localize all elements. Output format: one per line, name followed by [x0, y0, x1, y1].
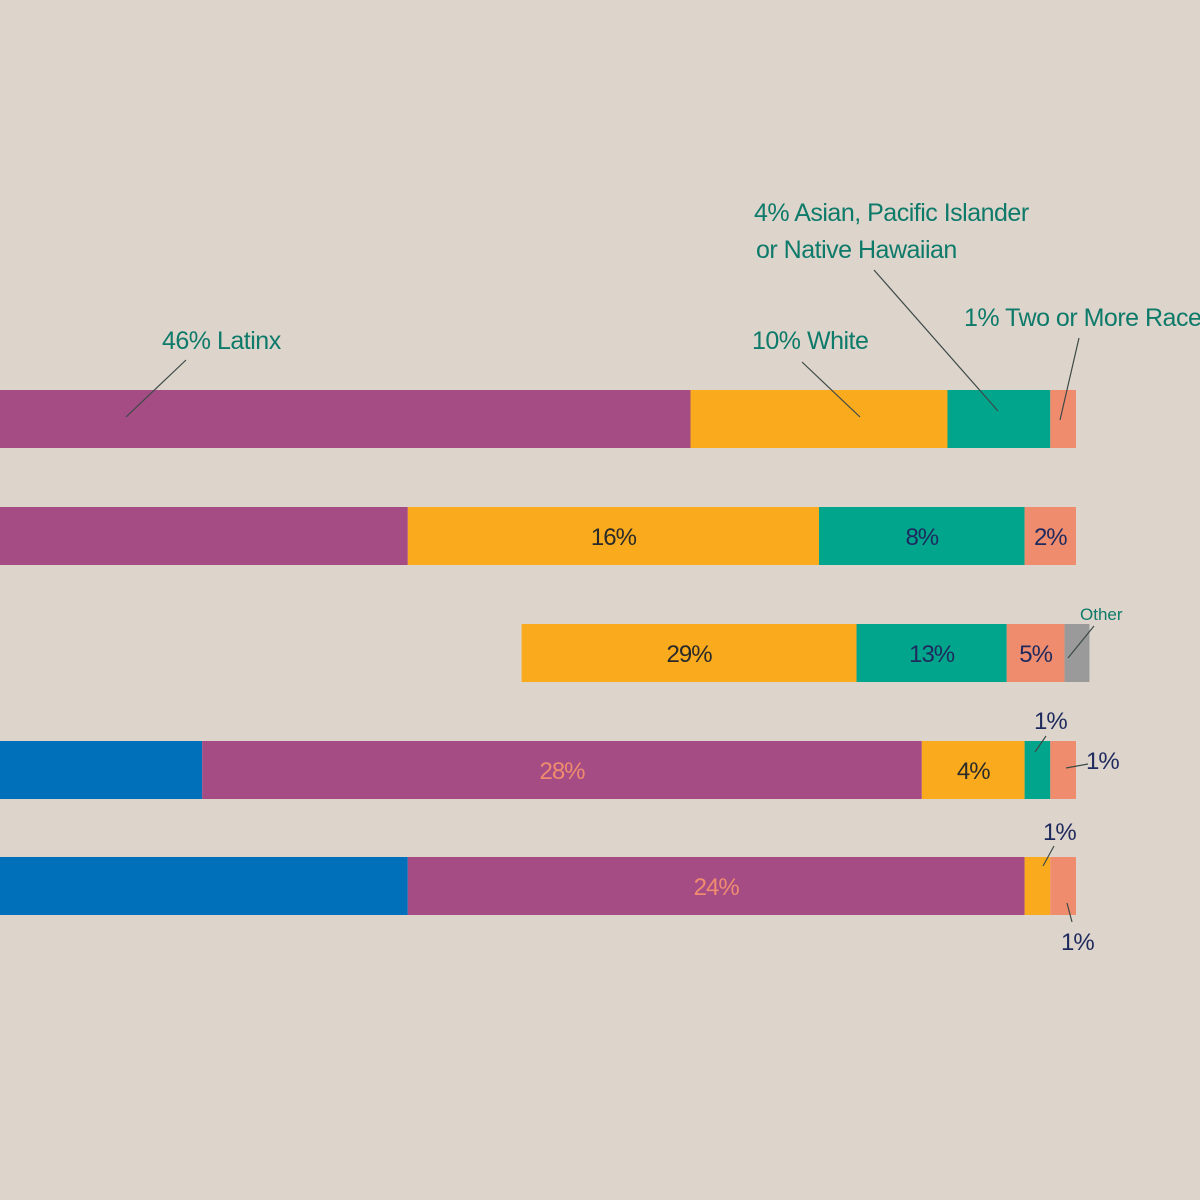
bar-row-2-latinx [0, 507, 408, 565]
annotation-latinx: 46% Latinx [162, 327, 282, 355]
callout-r4-multi: 1% [1086, 748, 1119, 775]
bar-row-5-white [1024, 857, 1051, 915]
segment-label-row-2-white: 16% [591, 524, 637, 551]
leader-white [801, 361, 861, 418]
callout-r4-asian: 1% [1034, 708, 1067, 735]
leader-r5-white [1042, 845, 1055, 867]
segment-label-row-4-white: 4% [957, 758, 990, 785]
bar-row-2-two-or-more-races [1024, 507, 1076, 565]
bar-row-1-two-or-more-races [1050, 390, 1076, 448]
bar-row-5-two-or-more-races [1050, 857, 1076, 915]
annotation-multi: 1% Two or More Races [964, 304, 1200, 332]
annotation-white: 10% White [752, 327, 868, 355]
segment-label-row-3-two-or-more-races: 5% [1019, 641, 1052, 668]
leader-multi [1059, 337, 1080, 421]
segment-label-row-4-latinx: 28% [539, 758, 585, 785]
leader-asian [873, 269, 999, 412]
segment-label-row-2-asian-pacific-islander-or-native-hawaiian: 8% [905, 524, 938, 551]
bar-row-3-other [1064, 624, 1090, 682]
bar-row-4-white [921, 741, 1025, 799]
leader-r4-multi [1065, 763, 1089, 769]
leader-other [1067, 625, 1095, 659]
bar-row-1-latinx [0, 390, 691, 448]
bar-row-3-white [521, 624, 857, 682]
annotation-asian-line2: or Native Hawaiian [756, 236, 957, 264]
bar-row-2-white [407, 507, 819, 565]
bar-row-5-latinx [407, 857, 1025, 915]
leader-r4-asian [1034, 735, 1047, 753]
callout-r5-white: 1% [1043, 819, 1076, 846]
segment-label-row-3-asian-pacific-islander-or-native-hawaiian: 13% [909, 641, 955, 668]
bar-row-5-black [0, 857, 408, 915]
segment-label-row-3-white: 29% [667, 641, 713, 668]
callout-r5-multi: 1% [1061, 929, 1094, 956]
segment-label-row-5-latinx: 24% [694, 874, 740, 901]
bar-row-3-two-or-more-races [1006, 624, 1065, 682]
bar-row-1-white [690, 390, 948, 448]
segment-labels: 16% 8% 2% 29% 13% 5% 28% 4% 24% [539, 524, 1068, 901]
bar-row-1-asian-pacific-islander-or-native-hawaiian [947, 390, 1051, 448]
segment-label-row-2-two-or-more-races: 2% [1034, 524, 1067, 551]
bar-row-2-asian-pacific-islander-or-native-hawaiian [819, 507, 1025, 565]
bar-rows [0, 390, 1090, 915]
annotation-other: Other [1080, 605, 1123, 624]
bar-row-4-two-or-more-races [1050, 741, 1076, 799]
bar-row-4-black [0, 741, 203, 799]
callout-labels: 1% 1% 1% 1% [1034, 708, 1120, 956]
bar-row-3-asian-pacific-islander-or-native-hawaiian [856, 624, 1007, 682]
leader-latinx [125, 359, 187, 418]
leader-lines [125, 269, 1095, 923]
annotation-labels: 46% Latinx 10% White 4% Asian, Pacific I… [162, 199, 1200, 624]
annotation-asian-line1: 4% Asian, Pacific Islander [754, 199, 1029, 227]
leader-r5-multi [1066, 902, 1073, 923]
bar-row-4-latinx [202, 741, 922, 799]
bar-row-4-asian-pacific-islander-or-native-hawaiian [1024, 741, 1051, 799]
